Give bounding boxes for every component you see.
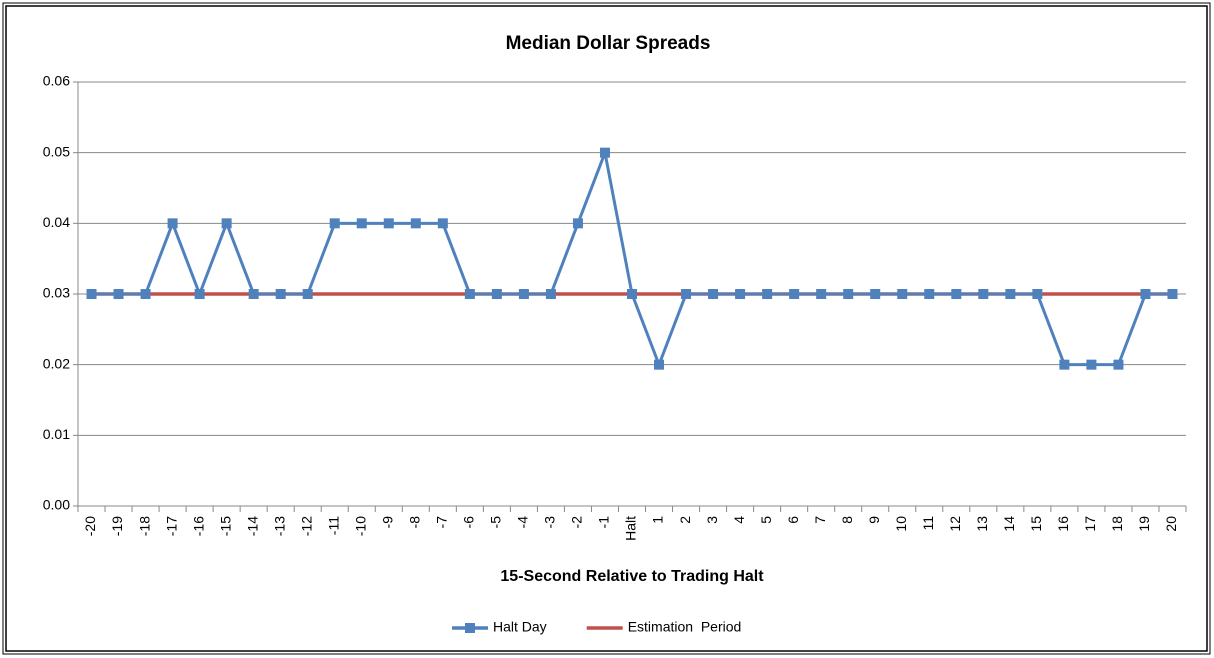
- x-tick-label: 17: [1082, 516, 1098, 532]
- x-tick-label: -18: [136, 516, 152, 536]
- marker: [275, 289, 286, 299]
- marker: [383, 218, 394, 229]
- x-tick-label: -11: [325, 516, 341, 535]
- marker: [491, 289, 502, 299]
- y-tick-label: 0.01: [43, 426, 70, 442]
- x-tick-label: 2: [677, 516, 693, 524]
- x-tick-label: 10: [893, 516, 909, 532]
- chart-border: [5, 5, 1208, 652]
- marker: [1167, 289, 1178, 299]
- x-tick-label: 8: [839, 516, 855, 524]
- x-tick-label: 3: [704, 516, 720, 524]
- marker: [356, 218, 367, 229]
- x-tick-label: -9: [379, 516, 395, 529]
- marker: [1086, 359, 1097, 370]
- marker: [816, 289, 827, 299]
- x-tick-label: -13: [271, 516, 287, 536]
- x-tick-label: -17: [163, 516, 179, 536]
- x-tick-label: -3: [542, 516, 558, 529]
- y-tick-label: 0.03: [43, 285, 70, 301]
- x-tick-label: -12: [298, 516, 314, 536]
- x-tick-label: 19: [1136, 516, 1152, 532]
- y-tick-label: 0.00: [43, 497, 70, 513]
- x-tick-label: -20: [82, 516, 98, 536]
- x-tick-label: 16: [1055, 516, 1071, 532]
- x-tick-label: -6: [461, 516, 477, 529]
- marker: [464, 289, 475, 299]
- x-tick-label: -2: [569, 516, 585, 529]
- marker: [140, 289, 151, 299]
- marker: [545, 289, 556, 299]
- x-tick-label: -15: [217, 516, 233, 536]
- x-tick-label: 4: [731, 516, 747, 524]
- chart-title: Median Dollar Spreads: [506, 33, 711, 54]
- marker: [1113, 359, 1124, 370]
- x-tick-label: -4: [515, 516, 531, 529]
- x-tick-label: 9: [866, 516, 882, 524]
- marker: [789, 289, 800, 299]
- marker: [437, 218, 448, 229]
- x-tick-label: -7: [434, 516, 450, 529]
- marker: [627, 289, 637, 299]
- x-tick-label: -8: [407, 516, 423, 529]
- marker: [654, 359, 665, 370]
- legend-label: Estimation Period: [628, 619, 742, 635]
- x-tick-label: 7: [812, 516, 828, 524]
- series-line: [91, 147, 1173, 369]
- marker: [248, 289, 259, 299]
- x-tick-label: 14: [1001, 516, 1017, 532]
- marker: [897, 289, 908, 299]
- marker: [302, 289, 313, 299]
- marker: [1032, 289, 1043, 299]
- marker: [86, 289, 97, 299]
- marker: [599, 147, 610, 158]
- marker: [518, 289, 529, 299]
- x-tick-label: -14: [244, 516, 260, 536]
- x-tick-label: 11: [920, 516, 936, 531]
- x-tick-label: 15: [1028, 516, 1044, 532]
- x-tick-label: 12: [947, 516, 963, 532]
- marker: [924, 289, 935, 299]
- marker: [870, 289, 881, 299]
- marker: [978, 289, 989, 299]
- marker: [113, 289, 124, 299]
- legend-marker: [465, 623, 475, 633]
- marker: [843, 289, 854, 299]
- x-tick-label: -1: [596, 516, 612, 529]
- marker: [221, 218, 232, 229]
- x-tick-label: 13: [974, 516, 990, 532]
- x-tick-label: -5: [488, 516, 504, 529]
- marker: [681, 289, 692, 299]
- marker: [410, 218, 421, 229]
- x-tick-label: 1: [650, 516, 666, 524]
- x-tick-label: -19: [109, 516, 125, 536]
- marker: [329, 218, 340, 229]
- marker: [735, 289, 746, 299]
- y-tick-label: 0.04: [43, 214, 70, 230]
- marker: [762, 289, 773, 299]
- marker: [1059, 359, 1070, 370]
- marker: [167, 218, 178, 229]
- x-tick-label: 6: [785, 516, 801, 524]
- y-tick-label: 0.06: [43, 73, 70, 89]
- marker: [1005, 289, 1016, 299]
- x-axis-title: 15-Second Relative to Trading Halt: [500, 568, 764, 585]
- x-tick-label: Halt: [623, 516, 639, 541]
- marker: [1140, 289, 1151, 299]
- x-tick-label: 20: [1163, 516, 1179, 532]
- marker: [572, 218, 583, 229]
- x-tick-label: -10: [352, 516, 368, 536]
- x-tick-label: 5: [758, 516, 774, 524]
- legend-label: Halt Day: [493, 619, 547, 635]
- x-tick-label: -16: [190, 516, 206, 536]
- marker: [194, 289, 205, 299]
- marker: [708, 289, 719, 299]
- y-tick-label: 0.02: [43, 355, 70, 371]
- y-tick-label: 0.05: [43, 143, 70, 159]
- x-tick-label: 18: [1109, 516, 1125, 532]
- marker: [951, 289, 962, 299]
